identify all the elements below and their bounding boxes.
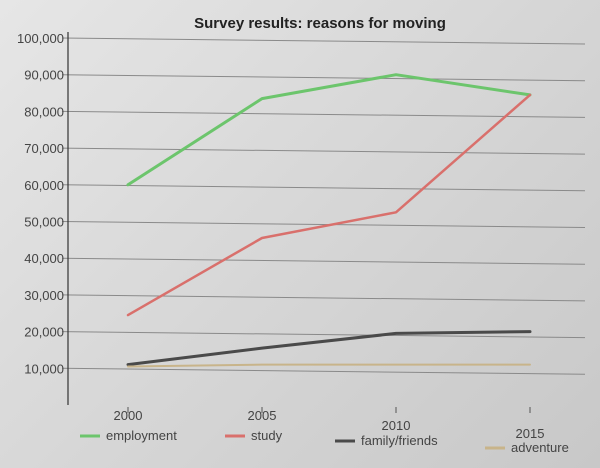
y-tick-labels: 10,000 20,000 30,000 40,000 50,000 60,000 70,0… bbox=[17, 31, 64, 376]
x-tick-label: 2000 bbox=[114, 408, 143, 423]
gridline bbox=[61, 367, 586, 375]
gridline bbox=[61, 37, 586, 45]
y-tick-label: 100,000 bbox=[17, 31, 64, 46]
series-line-employment bbox=[126, 73, 532, 187]
series-line-adventure bbox=[127, 363, 531, 368]
y-tick-label: 80,000 bbox=[24, 104, 64, 119]
y-tick-label: 10,000 bbox=[24, 361, 64, 376]
legend-label-adventure: adventure bbox=[511, 440, 569, 455]
gridline bbox=[61, 221, 586, 228]
x-tick-label: 2005 bbox=[248, 408, 277, 423]
gridline bbox=[61, 184, 586, 192]
gridline bbox=[61, 257, 586, 265]
y-tick-label: 90,000 bbox=[24, 68, 64, 83]
legend-label-study: study bbox=[251, 428, 283, 443]
legend-label-family-friends: family/friends bbox=[361, 433, 438, 448]
y-tick-label: 60,000 bbox=[24, 178, 64, 193]
legend-label-employment: employment bbox=[106, 428, 177, 443]
series-lines bbox=[126, 73, 532, 368]
series-line-family-friends bbox=[126, 330, 532, 367]
gridline bbox=[61, 147, 586, 155]
gridline bbox=[61, 331, 586, 339]
gridline bbox=[61, 74, 586, 82]
x-tick-label: 2015 bbox=[516, 426, 545, 441]
y-tick-label: 50,000 bbox=[24, 215, 64, 230]
chart-title: Survey results: reasons for moving bbox=[194, 15, 446, 32]
y-tick-label: 70,000 bbox=[24, 141, 64, 156]
series-line-study bbox=[126, 93, 532, 317]
gridline bbox=[61, 294, 586, 302]
gridline bbox=[61, 110, 586, 118]
legend: employment study family/friends adventure bbox=[80, 428, 569, 455]
x-tick-label: 2010 bbox=[382, 418, 411, 433]
y-tick-label: 20,000 bbox=[24, 325, 64, 340]
x-tick-labels: 2000 2005 2010 2015 bbox=[114, 407, 545, 441]
gridlines bbox=[61, 37, 586, 375]
y-tick-label: 30,000 bbox=[24, 288, 64, 303]
y-tick-label: 40,000 bbox=[24, 251, 64, 266]
